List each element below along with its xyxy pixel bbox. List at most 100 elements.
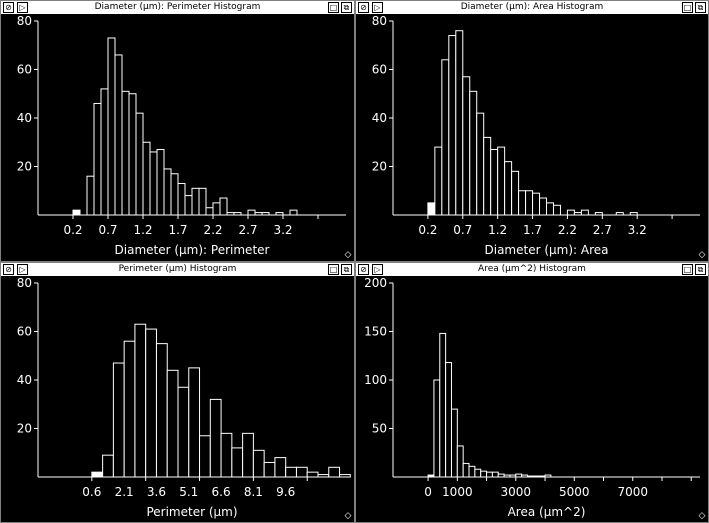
histogram-bar <box>247 209 256 216</box>
histogram-bar <box>149 151 158 216</box>
play-icon[interactable]: ▷ <box>17 264 28 275</box>
resize-handle-icon[interactable]: ◇ <box>344 511 352 521</box>
zoom-box-icon[interactable]: □ <box>328 2 339 13</box>
x-axis-label: Diameter (µm): Perimeter <box>115 243 270 257</box>
histogram-bar <box>226 212 235 216</box>
histogram-bar <box>441 59 450 216</box>
histogram-bar <box>261 212 270 216</box>
histogram-bar <box>515 473 523 478</box>
histogram-bar <box>629 212 638 216</box>
y-tick-label: 80 <box>17 277 32 290</box>
histogram-bar <box>91 471 104 478</box>
title-bar[interactable]: ⊘ ▷ Perimeter (µm) Histogram □ ⧉ <box>1 263 354 277</box>
x-tick-label: 2.7 <box>593 223 612 237</box>
resize-handle-icon[interactable]: ◇ <box>698 511 706 521</box>
play-icon[interactable]: ▷ <box>372 264 383 275</box>
title-bar[interactable]: ⊘ ▷ Diameter (µm): Area Histogram □ ⧉ <box>356 1 708 15</box>
histogram-bar <box>483 136 492 216</box>
histogram-bar <box>188 367 201 478</box>
y-tick-label: 40 <box>17 373 32 387</box>
x-tick-label: 0.7 <box>98 223 117 237</box>
histogram-bar <box>580 209 589 216</box>
histogram-bar <box>474 468 482 478</box>
x-tick-label: 1.7 <box>523 223 542 237</box>
histogram-bar <box>254 212 263 216</box>
histogram-bar <box>198 187 207 216</box>
zoom-box-icon[interactable]: □ <box>682 264 693 275</box>
y-tick-label: 200 <box>364 277 387 290</box>
histogram-bar <box>497 146 506 216</box>
histogram-bar <box>509 474 517 478</box>
y-tick-label: 60 <box>17 63 32 77</box>
histogram-bar <box>177 386 190 478</box>
y-tick-label: 40 <box>372 111 387 125</box>
histogram-bar <box>134 323 147 478</box>
resize-handle-icon[interactable]: ◇ <box>698 250 706 260</box>
x-tick-label: 1000 <box>442 485 473 499</box>
window-diameter-perimeter-histogram: ⊘ ▷ Diameter (µm): Perimeter Histogram □… <box>0 0 355 262</box>
x-tick-label: 2.2 <box>203 223 222 237</box>
histogram-bar <box>526 475 534 478</box>
x-tick-label: 0.2 <box>418 223 437 237</box>
histogram-bar <box>231 447 244 478</box>
x-tick-label: 3000 <box>501 485 532 499</box>
histogram-bar <box>233 212 242 216</box>
histogram-bar <box>456 445 464 478</box>
histogram-bar <box>123 340 136 478</box>
histogram-bar <box>455 30 464 216</box>
histogram-bar <box>504 161 513 216</box>
play-icon[interactable]: ▷ <box>17 2 28 13</box>
x-tick-label: 2.2 <box>558 223 577 237</box>
histogram-bar <box>615 212 624 216</box>
zoom-box-icon[interactable]: □ <box>682 2 693 13</box>
play-icon[interactable]: ▷ <box>372 2 383 13</box>
window-title: Diameter (µm): Perimeter Histogram <box>94 2 261 12</box>
histogram-bar <box>86 175 95 216</box>
zoom-box-icon[interactable]: □ <box>328 264 339 275</box>
x-tick-label: 0.6 <box>82 485 101 499</box>
histogram-bar <box>289 209 298 216</box>
x-tick-label: 2.1 <box>115 485 134 499</box>
histogram-bar <box>439 332 447 478</box>
histogram-bar <box>525 190 534 216</box>
x-tick-label: 8.1 <box>244 485 263 499</box>
histogram-bar <box>128 93 137 216</box>
x-tick-label: 9.6 <box>276 485 295 499</box>
x-tick-label: 1.2 <box>133 223 152 237</box>
histogram-bar <box>503 474 511 478</box>
close-box-icon[interactable]: ⊘ <box>358 264 369 275</box>
x-axis-label: Area (µm^2) <box>508 505 586 519</box>
x-tick-label: 5000 <box>559 485 590 499</box>
histogram-bar <box>490 149 499 216</box>
collapse-box-icon[interactable]: ⧉ <box>695 264 706 275</box>
histogram-bar <box>242 432 254 478</box>
title-bar[interactable]: ⊘ ▷ Area (µm^2) Histogram □ ⧉ <box>356 263 708 277</box>
histogram-bar <box>170 173 179 216</box>
collapse-box-icon[interactable]: ⧉ <box>695 2 706 13</box>
histogram-bar <box>219 197 228 216</box>
histogram-bar <box>486 471 493 478</box>
histogram-bar <box>156 149 165 216</box>
histogram-bar <box>184 195 193 216</box>
histogram-bar <box>100 88 109 216</box>
histogram-bar <box>532 192 541 216</box>
close-box-icon[interactable]: ⊘ <box>3 264 14 275</box>
histogram-bar <box>539 197 547 216</box>
histogram-bar <box>135 112 144 216</box>
histogram-bar <box>177 182 186 216</box>
x-axis-label: Perimeter (µm) <box>146 505 237 519</box>
histogram-bar <box>317 474 330 478</box>
close-box-icon[interactable]: ⊘ <box>3 2 14 13</box>
histogram-bar <box>434 146 443 216</box>
histogram-bar <box>546 202 554 216</box>
close-box-icon[interactable]: ⊘ <box>358 2 369 13</box>
resize-handle-icon[interactable]: ◇ <box>344 250 352 260</box>
histogram-bar <box>295 466 308 478</box>
collapse-box-icon[interactable]: ⧉ <box>341 2 352 13</box>
collapse-box-icon[interactable]: ⧉ <box>341 264 352 275</box>
histogram-bar <box>274 457 287 478</box>
histogram-bar <box>468 465 476 478</box>
title-bar[interactable]: ⊘ ▷ Diameter (µm): Perimeter Histogram □… <box>1 1 354 15</box>
y-tick-label: 80 <box>372 15 387 28</box>
histogram-bar <box>199 435 211 478</box>
